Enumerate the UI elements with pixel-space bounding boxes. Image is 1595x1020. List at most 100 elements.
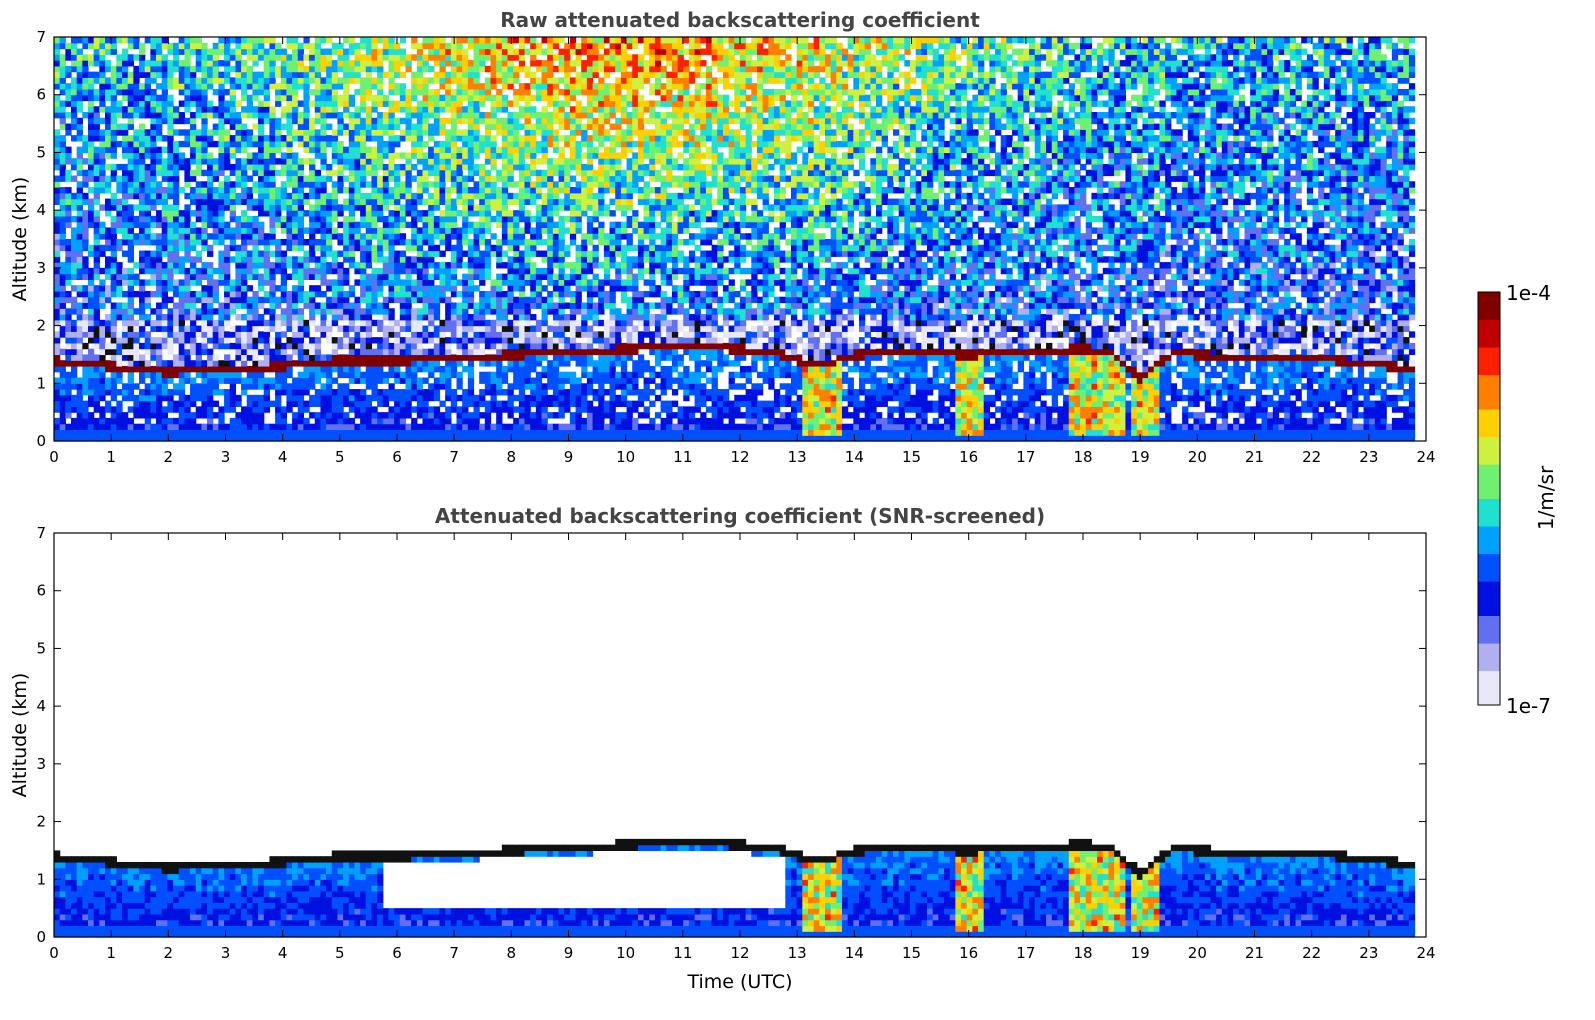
heatmap-cell	[315, 147, 321, 153]
heatmap-cell	[213, 124, 219, 130]
heatmap-cell	[286, 239, 292, 245]
heatmap-cell	[133, 239, 139, 245]
heatmap-cell	[162, 285, 168, 291]
heatmap-cell	[281, 199, 287, 205]
heatmap-cell	[94, 285, 100, 291]
heatmap-cell	[275, 297, 281, 303]
heatmap-cell	[405, 297, 411, 303]
heatmap-cell	[292, 383, 298, 389]
heatmap-cell	[252, 216, 258, 222]
heatmap-cell	[224, 406, 230, 412]
heatmap-cell	[457, 302, 463, 308]
heatmap-cell	[230, 216, 236, 222]
heatmap-cell	[383, 112, 389, 118]
heatmap-cell	[286, 106, 292, 112]
heatmap-cell	[65, 349, 71, 355]
heatmap-cell	[258, 227, 264, 233]
heatmap-cell	[332, 77, 338, 83]
heatmap-cell	[377, 129, 383, 135]
heatmap-cell	[167, 164, 173, 170]
heatmap-cell	[128, 302, 134, 308]
heatmap-cell	[434, 147, 440, 153]
heatmap-cell	[269, 176, 275, 182]
heatmap-cell	[417, 256, 423, 262]
heatmap-cell	[128, 37, 134, 43]
heatmap-cell	[337, 204, 343, 210]
heatmap-cell	[150, 406, 156, 412]
heatmap-cell	[332, 216, 338, 222]
heatmap-cell	[366, 204, 372, 210]
heatmap-cell	[394, 124, 400, 130]
heatmap-cell	[264, 320, 270, 326]
heatmap-cell	[201, 135, 207, 141]
heatmap-cell	[286, 158, 292, 164]
heatmap-cell	[530, 354, 536, 360]
heatmap-cell	[508, 83, 514, 89]
heatmap-cell	[230, 378, 236, 384]
heatmap-cell	[184, 354, 190, 360]
heatmap-cell	[201, 331, 207, 337]
heatmap-cell	[281, 95, 287, 101]
heatmap-cell	[105, 112, 111, 118]
heatmap-cell	[150, 181, 156, 187]
heatmap-cell	[247, 268, 253, 274]
heatmap-cell	[269, 239, 275, 245]
heatmap-cell	[309, 77, 315, 83]
heatmap-cell	[167, 372, 173, 378]
heatmap-cell	[162, 297, 168, 303]
heatmap-cell	[275, 216, 281, 222]
heatmap-cell	[405, 222, 411, 228]
heatmap-cell	[116, 302, 122, 308]
heatmap-cell	[366, 164, 372, 170]
heatmap-cell	[349, 60, 355, 66]
heatmap-cell	[388, 129, 394, 135]
heatmap-cell	[145, 60, 151, 66]
heatmap-cell	[377, 112, 383, 118]
heatmap-cell	[320, 245, 326, 251]
heatmap-cell	[349, 181, 355, 187]
heatmap-cell	[519, 95, 525, 101]
heatmap-cell	[315, 326, 321, 332]
heatmap-cell	[128, 279, 134, 285]
heatmap-cell	[116, 181, 122, 187]
heatmap-cell	[241, 112, 247, 118]
heatmap-cell	[173, 199, 179, 205]
heatmap-cell	[77, 337, 83, 343]
heatmap-cell	[230, 100, 236, 106]
heatmap-cell	[298, 262, 304, 268]
heatmap-cell	[111, 349, 117, 355]
heatmap-cell	[468, 37, 474, 43]
heatmap-cell	[320, 314, 326, 320]
heatmap-cell	[468, 343, 474, 349]
heatmap-cell	[394, 72, 400, 78]
heatmap-cell	[264, 89, 270, 95]
heatmap-cell	[468, 239, 474, 245]
heatmap-cell	[258, 337, 264, 343]
heatmap-cell	[388, 124, 394, 130]
heatmap-cell	[513, 418, 519, 424]
heatmap-cell	[371, 291, 377, 297]
heatmap-cell	[394, 216, 400, 222]
heatmap-cell	[65, 331, 71, 337]
heatmap-cell	[139, 210, 145, 216]
heatmap-cell	[145, 210, 151, 216]
heatmap-cell	[519, 360, 525, 366]
heatmap-cell	[133, 100, 139, 106]
heatmap-cell	[184, 291, 190, 297]
heatmap-cell	[422, 412, 428, 418]
heatmap-cell	[468, 331, 474, 337]
heatmap-cell	[479, 118, 485, 124]
heatmap-cell	[303, 320, 309, 326]
heatmap-cell	[162, 37, 168, 43]
heatmap-cell	[474, 72, 480, 78]
heatmap-cell	[354, 337, 360, 343]
heatmap-cell	[400, 89, 406, 95]
heatmap-cell	[434, 77, 440, 83]
heatmap-cell	[190, 314, 196, 320]
heatmap-cell	[468, 83, 474, 89]
heatmap-cell	[116, 360, 122, 366]
heatmap-cell	[485, 424, 491, 430]
heatmap-cell	[60, 285, 66, 291]
heatmap-cell	[354, 360, 360, 366]
heatmap-cell	[162, 106, 168, 112]
